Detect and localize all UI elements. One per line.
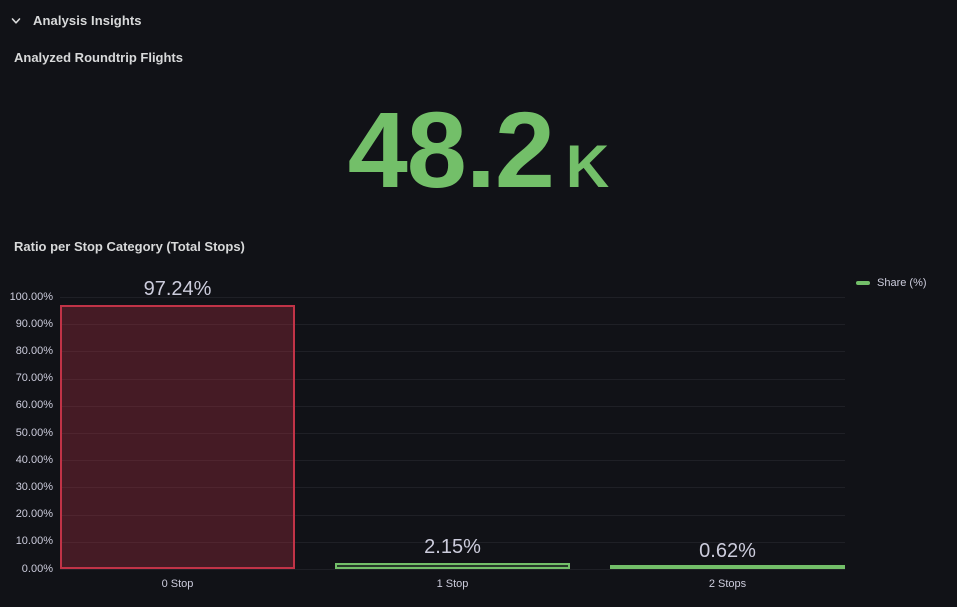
stat-value-suffix: K — [565, 133, 610, 200]
gridline — [60, 487, 845, 489]
bar-value-label: 2.15% — [424, 536, 481, 559]
x-axis-category-label: 2 Stops — [708, 578, 747, 590]
bar-panel-title: Ratio per Stop Category (Total Stops) — [14, 239, 245, 254]
gridline — [60, 569, 845, 570]
x-axis-category-label: 0 Stop — [161, 578, 194, 590]
y-axis-tick-label: 0.00% — [21, 562, 53, 575]
gridline — [60, 405, 845, 407]
gridline — [60, 351, 845, 353]
y-axis-tick-label: 40.00% — [15, 453, 53, 466]
legend-label: Share (%) — [877, 277, 927, 289]
bar-value-label: 97.24% — [143, 277, 212, 300]
stat-value: 48.2 — [347, 89, 555, 210]
y-axis-tick-label: 100.00% — [9, 290, 53, 303]
y-axis: 0.00% 10.00% 20.00% 30.00% 40.00% 50.00% 60.00… — [0, 291, 53, 575]
gridline — [60, 541, 845, 543]
stat-panel-value: 48.2 K — [0, 96, 957, 204]
section-row-analysis-insights[interactable]: Analysis Insights — [10, 13, 142, 28]
y-axis-tick-label: 80.00% — [15, 344, 53, 357]
x-axis-category-label: 1 Stop — [436, 578, 469, 590]
y-axis-tick-label: 90.00% — [15, 317, 53, 330]
gridline — [60, 324, 845, 326]
bar-2-stops[interactable] — [610, 565, 845, 569]
stat-panel-title: Analyzed Roundtrip Flights — [14, 50, 183, 65]
chevron-down-icon — [11, 17, 21, 24]
gridline — [60, 460, 845, 462]
gridline — [60, 433, 845, 434]
bar-1-stop[interactable] — [335, 563, 570, 569]
y-axis-tick-label: 70.00% — [15, 372, 53, 385]
section-title: Analysis Insights — [33, 13, 142, 28]
bar-0-stop[interactable] — [60, 304, 295, 569]
y-axis-tick-label: 60.00% — [15, 399, 53, 412]
legend-item-share[interactable]: Share (%) — [856, 277, 927, 289]
bar-value-label: 0.62% — [699, 540, 756, 563]
y-axis-tick-label: 20.00% — [15, 508, 53, 521]
legend-swatch-icon — [856, 281, 870, 285]
y-axis-tick-label: 10.00% — [15, 535, 53, 548]
y-axis-tick-label: 30.00% — [15, 480, 53, 493]
plot-area: 97.24% 0 Stop 2.15% 1 Stop 0.62% 2 Stops — [60, 279, 845, 590]
gridline — [60, 514, 845, 516]
gridline — [60, 378, 845, 380]
gridline — [60, 297, 845, 298]
y-axis-tick-label: 50.00% — [15, 426, 53, 439]
